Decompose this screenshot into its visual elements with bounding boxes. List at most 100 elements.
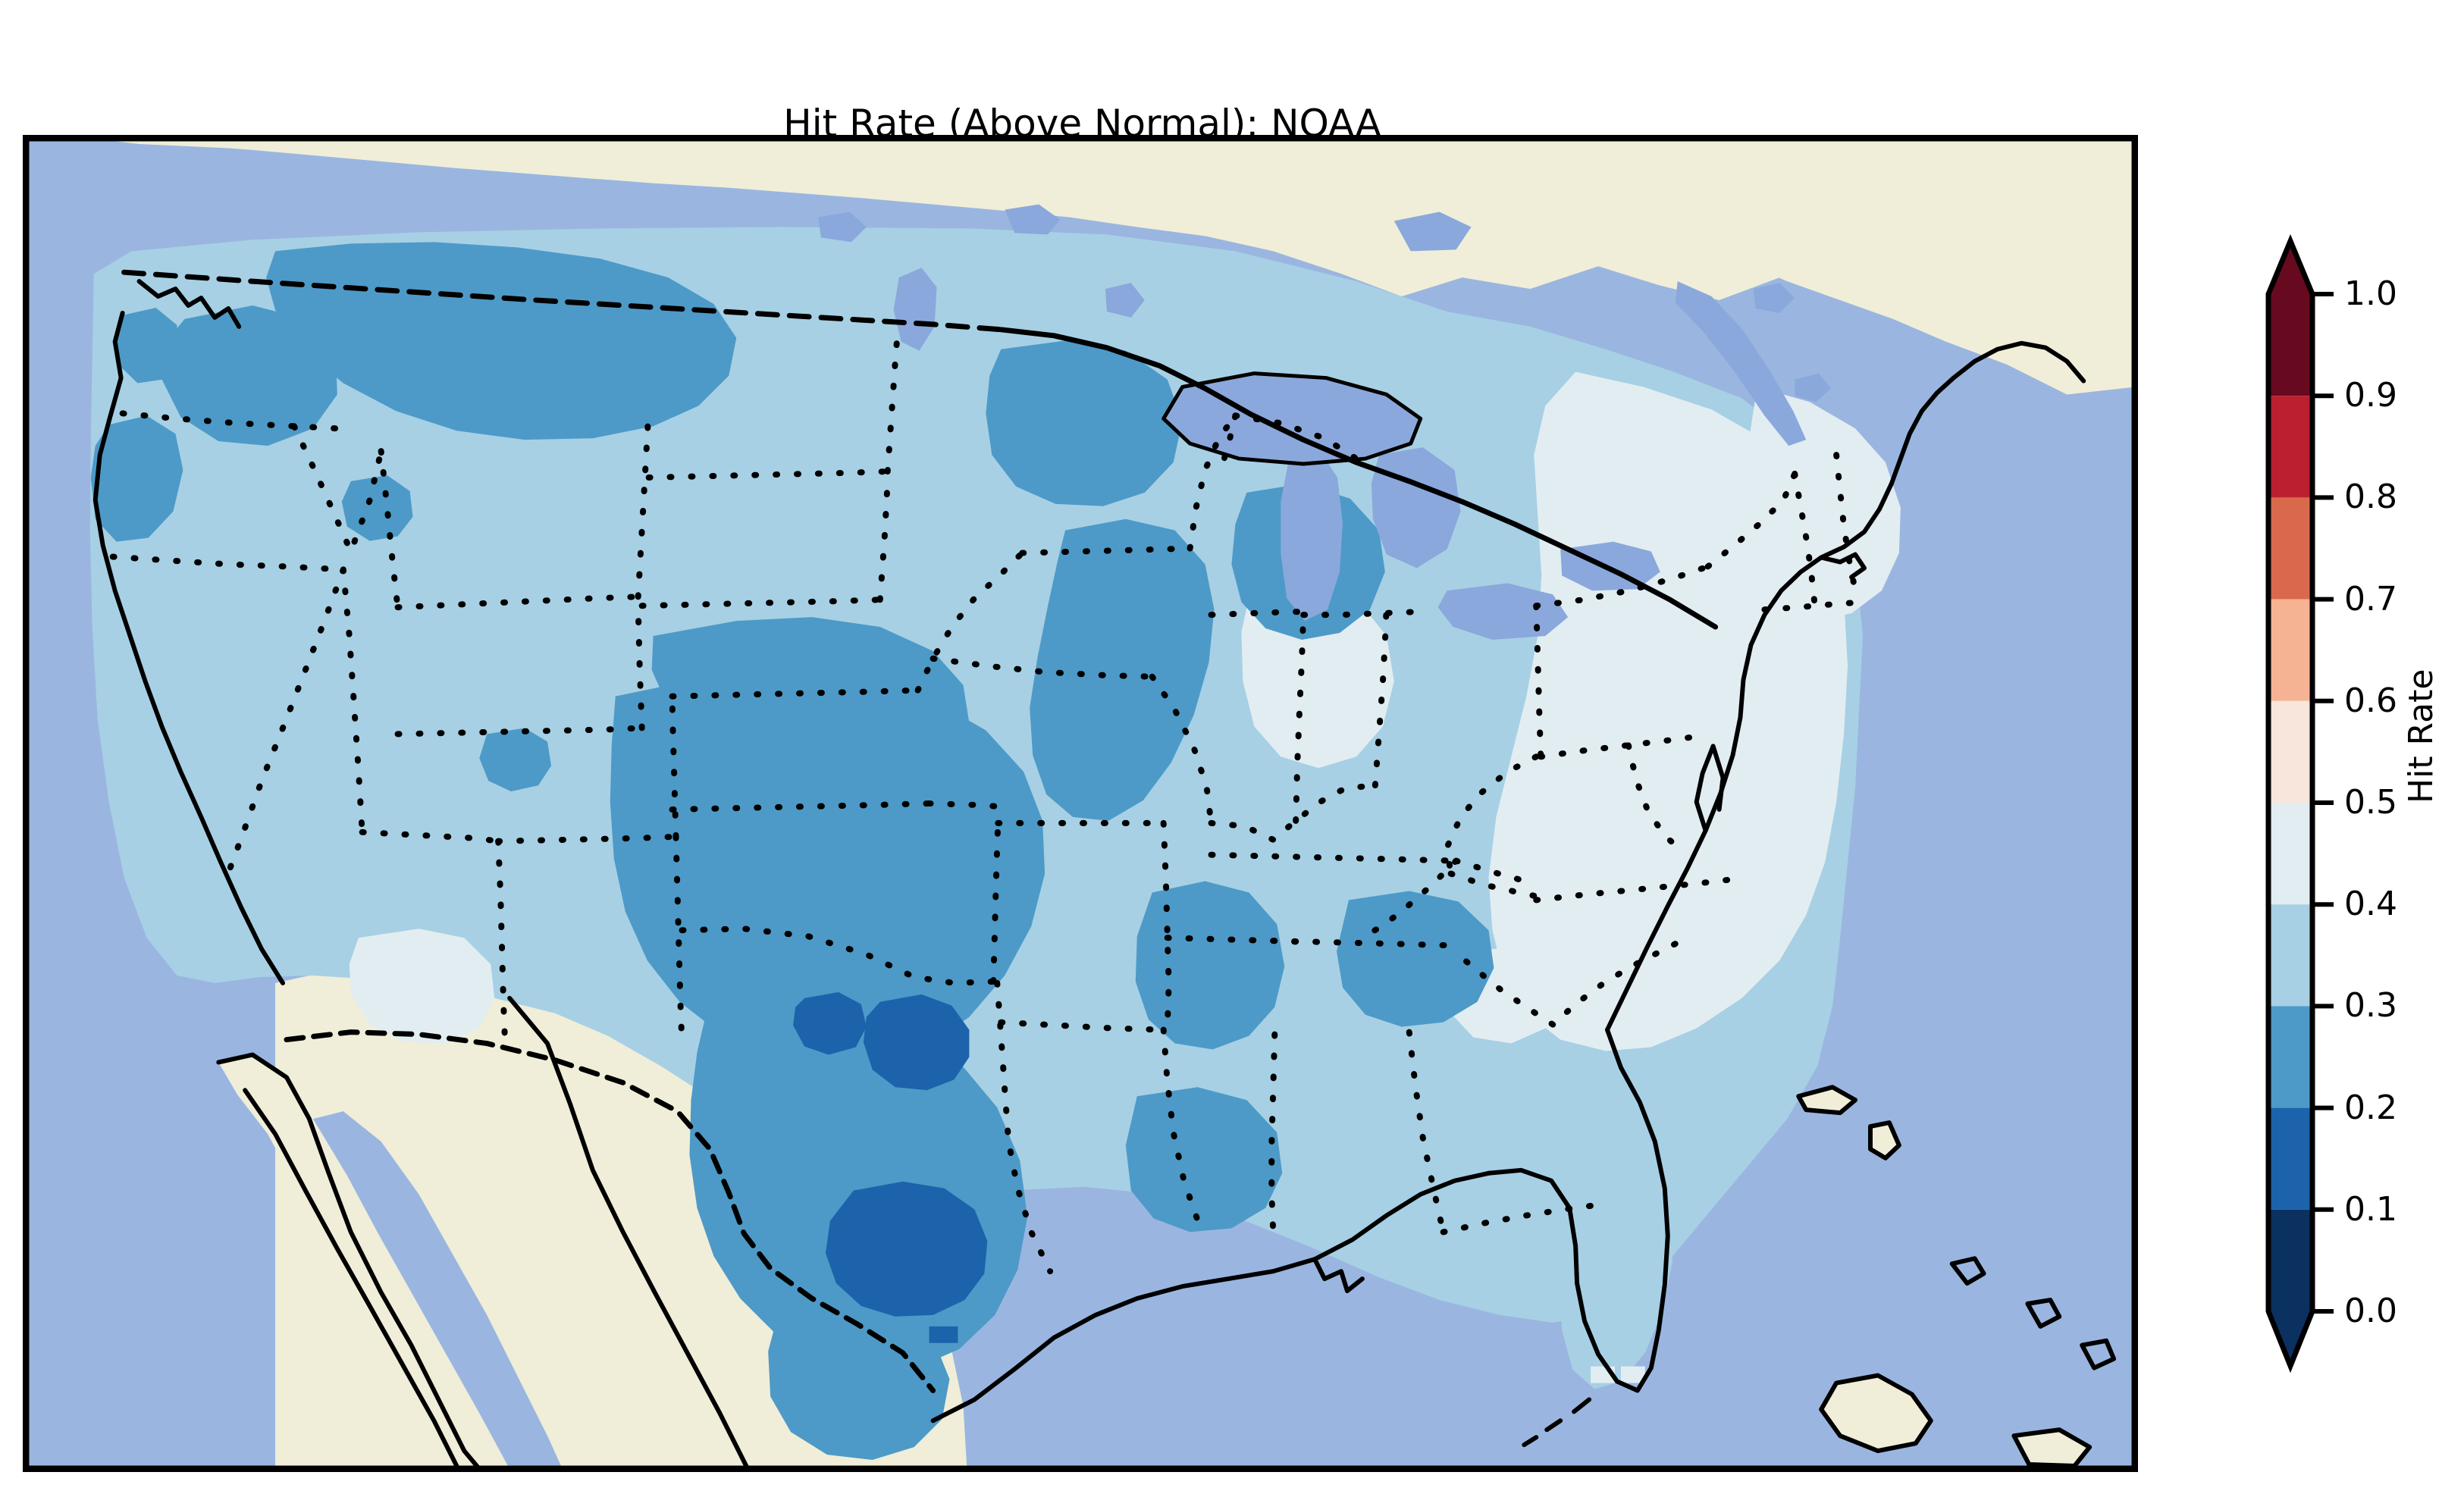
state-border-mi-in-oh: [1300, 609, 1420, 619]
state-border-sd-mn: [876, 478, 891, 603]
lake-winnipeg: [893, 268, 937, 351]
raster-bin-0.1-0.2-txpanhandle: [863, 994, 970, 1091]
colorbar-band-0.1-0.2: [2268, 1107, 2312, 1210]
state-border-tn-al: [1270, 938, 1450, 949]
coastline-capecod: [1819, 552, 1867, 580]
map-canvas: [26, 138, 2135, 1469]
raster-bin-0.3-0.4-florida: [1559, 1073, 1674, 1389]
canada-lake-a: [1005, 204, 1061, 235]
state-border-ma-ct: [1761, 599, 1868, 613]
state-border-la-ms: [1160, 1026, 1202, 1228]
state-border-il-wi: [1208, 609, 1307, 619]
state-border-ks-ok: [669, 800, 933, 813]
coastline-florida-keys: [1522, 1397, 1592, 1448]
map-axes[interactable]: [23, 135, 2138, 1472]
raster-bin-0.2-0.3-louisiana: [1125, 1087, 1283, 1232]
state-border-wa-or: [119, 410, 354, 433]
state-border-va-wv: [1447, 870, 1550, 902]
state-border-nv-ut: [340, 566, 365, 835]
raster-bin-0.2-0.3-tennvalley: [1337, 891, 1494, 1027]
state-borders: [109, 321, 1868, 1275]
coastline-bahamas-2: [1868, 1120, 1901, 1160]
canada-lake-b: [817, 211, 867, 243]
colorbar-svg: [2265, 233, 2334, 1373]
eastern-canada: [1688, 138, 2135, 395]
state-border-nc-sc: [1550, 941, 1679, 1028]
state-border-va-nc: [1533, 875, 1739, 904]
colorbar-tick-label-0.3: 0.3: [2344, 986, 2397, 1025]
colorbar[interactable]: [2265, 233, 2334, 1373]
stlawrence-river: [1675, 281, 1807, 446]
colorbar-extend-under: [2268, 1311, 2312, 1366]
state-border-nd-mn: [884, 321, 901, 475]
state-border-ia-mn: [1019, 545, 1193, 556]
state-border-ny-vt-nh: [1704, 471, 1798, 570]
state-border-sc-ga: [1451, 948, 1556, 1028]
state-border-ok-tx: [679, 926, 997, 986]
coastline-baja-east: [243, 1088, 461, 1469]
coastline-texas-gulf: [930, 1170, 1491, 1424]
raster-bin-0.4-0.5-gulf-b: [1620, 1366, 1645, 1383]
coastline-chesapeake: [1694, 744, 1726, 833]
state-border-ar-ms: [1160, 819, 1172, 1033]
bahamas-islands: [1798, 1087, 1899, 1158]
colorbar-tick-label-0.0: 0.0: [2344, 1292, 2397, 1330]
colorbar-band-0.7-0.8: [2268, 497, 2312, 600]
state-border-ut-az: [359, 828, 502, 844]
colorbar-band-0.4-0.5: [2268, 803, 2312, 905]
raster-bin-0.1-0.2-kansas: [793, 991, 867, 1055]
state-border-ms-al: [1268, 1031, 1278, 1236]
colorbar-band-0.2-0.3: [2268, 1006, 2312, 1108]
raster-bin-0.2-0.3-nwwyo: [341, 475, 413, 541]
colorbar-tick-label-0.4: 0.4: [2344, 885, 2397, 923]
raster-bin-0.2-0.3-orcoast: [90, 415, 183, 542]
state-border-tx-la: [994, 979, 1054, 1275]
coastline-gulf-california-east: [507, 995, 751, 1469]
state-border-ar-la: [998, 1019, 1167, 1033]
cuba-landmass: [1821, 1375, 1931, 1452]
state-border-pa-ny: [1533, 563, 1711, 609]
state-border-oh-pa: [1533, 603, 1544, 760]
map-frame-border: [26, 138, 2135, 1469]
state-border-sd-nd: [645, 468, 891, 481]
state-border-ks-ne: [669, 687, 921, 700]
coastline-baja: [216, 1052, 482, 1469]
state-border-tn-ky: [1208, 851, 1459, 864]
colorbar-tick-label-0.9: 0.9: [2344, 376, 2397, 415]
baja-california: [218, 1054, 480, 1469]
lake-of-woods: [1105, 283, 1145, 318]
raster-bin-0.4-0.5-sw: [349, 929, 495, 1044]
state-border-mo-il: [1149, 673, 1215, 826]
raster-bin-0.2-0.3-kansas-ext: [651, 617, 970, 776]
coastline-island-small-2: [2025, 1298, 2062, 1329]
state-border-ky-va: [1453, 857, 1532, 885]
state-border-ca-nv: [221, 566, 346, 888]
state-border-ok-ar: [990, 819, 1002, 985]
canada-border-band: [86, 138, 2135, 365]
colorbar-band-0.5-0.6: [2268, 700, 2312, 803]
colorbar-band-0.8-0.9: [2268, 396, 2312, 498]
state-border-ne-sd: [638, 597, 883, 609]
coastline-atlantic: [1605, 375, 1956, 1032]
lake-superior: [1163, 373, 1421, 465]
state-border-or-ca: [109, 553, 346, 573]
coastline-island-small-3: [2080, 1338, 2117, 1370]
coastline-hispaniola: [2011, 1427, 2093, 1469]
state-border-wi-mi: [1232, 412, 1359, 462]
colorbar-band-0.0-0.1: [2268, 1209, 2312, 1311]
lake-ontario: [1560, 541, 1660, 591]
hudson-bay-tail: [1393, 211, 1472, 252]
border-us-mexico: [284, 1029, 936, 1393]
border-us-canada-east: [998, 327, 1719, 630]
state-border-al-ga: [1406, 1029, 1447, 1236]
state-border-id-mt: [290, 423, 384, 560]
state-border-wy-sd: [635, 603, 645, 731]
lake-michigan: [1281, 451, 1343, 622]
state-border-oh-wv: [1444, 753, 1540, 877]
state-border-wy-mt: [394, 594, 641, 611]
colorbar-tick-label-0.1: 0.1: [2344, 1190, 2397, 1229]
coastline-lakes-outline: [1161, 371, 1423, 466]
colorbar-tick-label-0.7: 0.7: [2344, 580, 2397, 619]
colorbar-axis-label: Hit Rate: [2402, 669, 2440, 803]
state-border-co-nm: [495, 833, 679, 844]
